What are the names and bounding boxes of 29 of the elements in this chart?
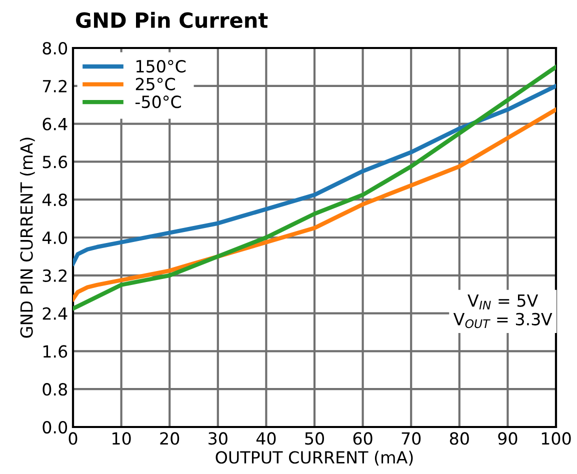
x-tick-label: 70 bbox=[402, 432, 421, 445]
legend-label: 150°C bbox=[136, 60, 186, 73]
x-tick-label: 20 bbox=[160, 432, 180, 445]
x-tick-label: 60 bbox=[353, 432, 372, 445]
y-tick-label: 6.4 bbox=[42, 118, 68, 130]
y-tick-label: 0.8 bbox=[42, 383, 67, 396]
x-tick-label: 30 bbox=[208, 432, 228, 445]
y-tick-label: 4.0 bbox=[42, 231, 68, 244]
x-tick-label: 90 bbox=[498, 432, 518, 445]
x-tick-label: 50 bbox=[305, 432, 324, 445]
y-tick-label: 0.0 bbox=[42, 420, 68, 434]
chart-title: GND Pin Current bbox=[76, 12, 268, 28]
y-tick-label: 7.2 bbox=[43, 80, 66, 92]
x-tick-label: 100 bbox=[542, 432, 571, 445]
y-tick-label: 8.0 bbox=[42, 42, 68, 55]
y-tick-label: 3.2 bbox=[42, 269, 66, 282]
legend-label: 25°C bbox=[136, 78, 175, 90]
y-tick-label: 4.8 bbox=[42, 194, 67, 206]
x-tick-label: 40 bbox=[256, 432, 276, 445]
x-tick-label: 80 bbox=[450, 432, 469, 445]
x-tick-label: 10 bbox=[112, 432, 131, 445]
text: V$_{IN}$ = 5V V$_{OUT}$ = 3.3V bbox=[453, 294, 552, 328]
y-tick-label: 2.4 bbox=[42, 307, 68, 320]
x-axis-title: OUTPUT CURRENT (mA) bbox=[216, 450, 413, 466]
y-tick-label: 5.6 bbox=[42, 156, 68, 168]
legend-label: -50°C bbox=[135, 96, 181, 108]
y-axis-title: GND PIN CURRENT (mA) bbox=[20, 138, 35, 338]
x-tick-label: 0 bbox=[68, 432, 78, 445]
y-tick-label: 1.6 bbox=[43, 345, 68, 358]
